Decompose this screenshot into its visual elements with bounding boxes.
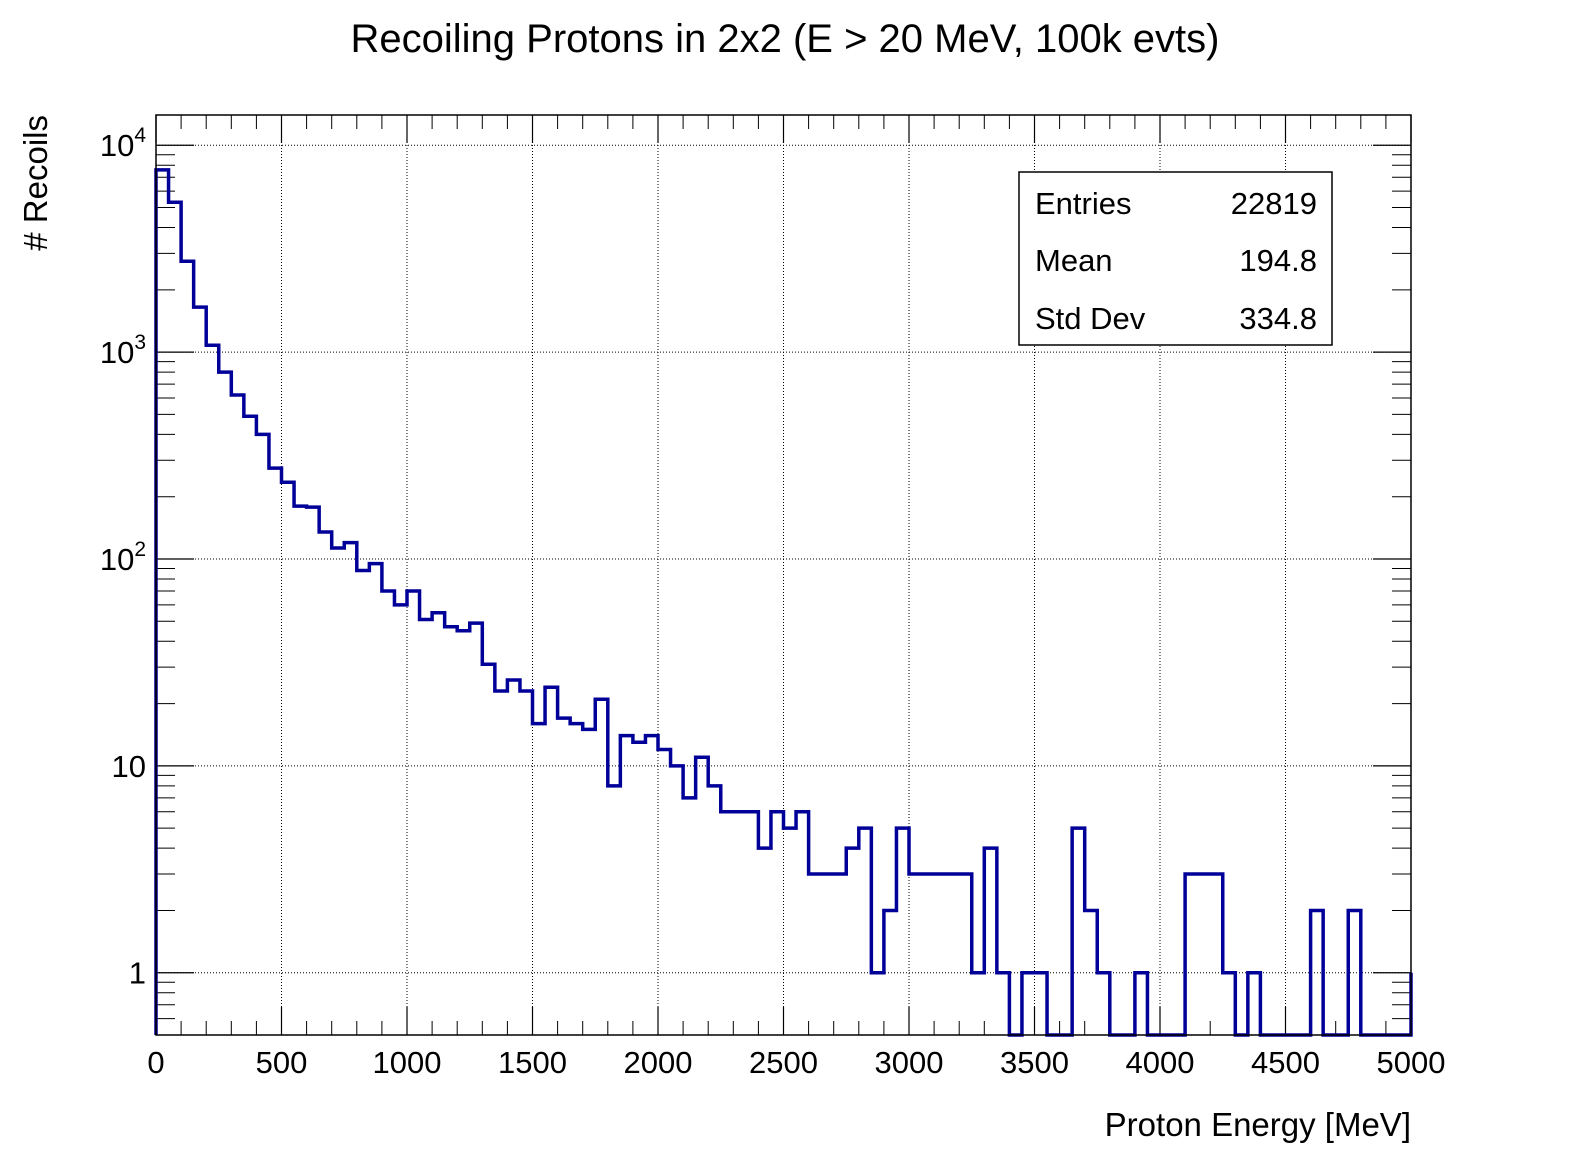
y-axis-label: # Recoils	[17, 115, 54, 251]
x-tick-label: 4500	[1251, 1045, 1320, 1080]
x-tick-label: 1500	[498, 1045, 567, 1080]
stats-box-frame	[1018, 171, 1333, 346]
x-tick-label: 2500	[749, 1045, 818, 1080]
stats-mean-label: Mean	[1035, 243, 1113, 278]
y-tick-labels: 1 10 102 103 104	[100, 124, 146, 990]
x-tick-labels: 0 500 1000 1500 2000 2500 3000 3500 4000 4500 5000	[147, 1045, 1445, 1080]
y-tick-label: 104	[100, 124, 146, 163]
x-tick-label: 3000	[875, 1045, 944, 1080]
x-tick-label: 2000	[624, 1045, 693, 1080]
stats-entries-label: Entries	[1035, 186, 1131, 221]
x-tick-label: 500	[256, 1045, 308, 1080]
y-tick-label: 10	[112, 749, 146, 784]
y-tick-label: 103	[100, 331, 146, 370]
plot-frame	[155, 114, 1412, 1036]
y-tick-label: 1	[129, 956, 146, 991]
x-tick-label: 3500	[1000, 1045, 1069, 1080]
stats-stddev-label: Std Dev	[1035, 301, 1146, 336]
stats-box: Entries 22819 Mean 194.8 Std Dev 334.8	[1018, 171, 1333, 346]
x-tick-label: 4000	[1126, 1045, 1195, 1080]
x-tick-label: 5000	[1377, 1045, 1446, 1080]
chart-title: Recoiling Protons in 2x2 (E > 20 MeV, 10…	[351, 17, 1220, 61]
stats-mean-value: 194.8	[1239, 243, 1317, 278]
stats-stddev-value: 334.8	[1239, 301, 1317, 336]
stats-entries-value: 22819	[1231, 186, 1317, 221]
axis-ticks	[155, 115, 1412, 1036]
x-tick-label: 0	[147, 1045, 164, 1080]
y-tick-label: 102	[100, 538, 146, 577]
x-tick-label: 1000	[373, 1045, 442, 1080]
x-axis-label: Proton Energy [MeV]	[1105, 1106, 1411, 1143]
